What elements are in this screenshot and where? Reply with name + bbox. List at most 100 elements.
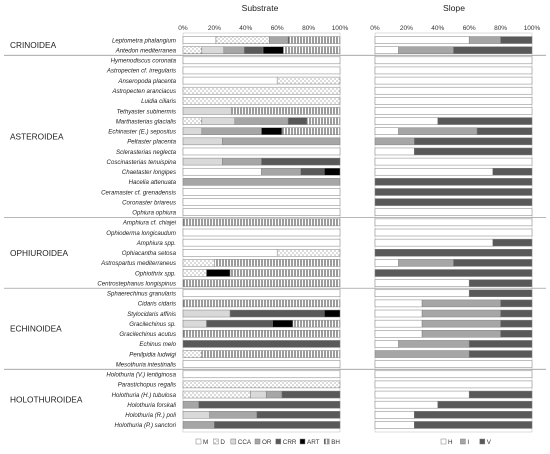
slope-bar-segment — [421, 330, 501, 338]
species-label: Echinaster (E.) sepositus — [108, 129, 176, 136]
substrate-bar-segment — [261, 127, 283, 135]
substrate-bar-segment — [182, 370, 341, 379]
slope-legend-swatch — [440, 438, 447, 445]
slope-bar-segment — [374, 370, 533, 379]
slope-tick-label: 40% — [431, 25, 444, 32]
substrate-bar-segment — [306, 117, 341, 125]
substrate-bar-segment — [281, 127, 341, 135]
slope-bar-segment — [398, 127, 478, 135]
species-label: Amphiura cf. chiajei — [122, 220, 177, 227]
slope-legend-swatch — [460, 438, 466, 445]
substrate-legend-label: BH — [331, 439, 340, 446]
species-label: Sphaerechinus granularis — [107, 291, 176, 298]
substrate-bar-segment — [182, 167, 262, 176]
substrate-bar-segment — [324, 167, 341, 176]
substrate-legend-label: CCA — [238, 439, 252, 446]
substrate-bar-segment — [272, 319, 294, 328]
species-label: Astropecten aranciacus — [111, 88, 176, 95]
slope-bar-segment — [374, 299, 423, 308]
slope-bar-segment — [492, 167, 533, 176]
substrate-bar-segment — [229, 309, 325, 318]
slope-bar-segment — [374, 178, 533, 186]
slope-bar-segment — [374, 330, 423, 338]
species-label: Amphiura spp. — [136, 240, 176, 247]
substrate-bar-segment — [201, 127, 262, 135]
substrate-legend-swatch — [213, 438, 219, 445]
substrate-bar-segment — [206, 269, 231, 277]
substrate-bar-segment — [182, 238, 341, 247]
substrate-legend-label: M — [203, 439, 208, 446]
slope-bar-segment — [468, 289, 533, 298]
species-label: Echinus melo — [139, 341, 176, 348]
slope-legend-swatch — [479, 438, 486, 445]
species-label: Sclerasterias neglecta — [116, 149, 177, 156]
slope-bar-segment — [414, 137, 533, 146]
slope-bar-segment — [374, 36, 470, 44]
species-label: Centrostephanus longispinus — [97, 280, 176, 287]
slope-bar-segment — [374, 188, 533, 196]
slope-bar-segment — [374, 390, 470, 399]
substrate-bar-segment — [182, 66, 341, 75]
substrate-legend-swatch — [275, 438, 282, 445]
substrate-bar-segment — [276, 76, 341, 85]
species-label: Antedon mediterranea — [115, 47, 177, 54]
slope-bar-segment — [453, 46, 533, 54]
slope-bar-segment — [398, 259, 454, 267]
slope-bar-segment — [492, 238, 533, 247]
slope-bar-segment — [374, 208, 533, 216]
slope-bar-segment — [374, 380, 533, 389]
substrate-bar-segment — [256, 411, 341, 419]
substrate-title: Substrate — [242, 3, 279, 13]
slope-bar-segment — [374, 127, 399, 135]
slope-bar-segment — [414, 411, 533, 419]
substrate-tick-label: 100% — [332, 25, 349, 32]
substrate-tick-label: 40% — [239, 25, 252, 32]
substrate-bar-segment — [182, 157, 223, 166]
substrate-legend-label: ART — [307, 439, 320, 446]
substrate-bar-segment — [182, 259, 215, 267]
slope-bar-segment — [374, 107, 533, 115]
substrate-bar-segment — [182, 330, 341, 338]
substrate-bar-segment — [182, 269, 207, 277]
substrate-bar-segment — [182, 309, 231, 318]
slope-bar-segment — [414, 421, 533, 429]
species-label: Ophiothrix spp. — [135, 270, 176, 277]
substrate-bar-segment — [182, 107, 232, 115]
substrate-bar-segment — [182, 36, 217, 44]
substrate-bar-segment — [182, 218, 341, 227]
slope-bar-segment — [374, 76, 533, 85]
substrate-bar-segment — [206, 319, 273, 328]
slope-bar-segment — [414, 147, 533, 156]
substrate-bar-segment — [250, 390, 267, 399]
substrate-legend-swatch — [299, 438, 306, 445]
slope-bar-segment — [468, 340, 533, 348]
substrate-bar-segment — [287, 117, 308, 125]
species-label: Parastichopus regalis — [118, 382, 176, 389]
slope-legend-label: V — [487, 439, 492, 446]
substrate-bar-segment — [324, 309, 341, 318]
slope-bar-segment — [374, 421, 415, 429]
substrate-bar-segment — [182, 380, 341, 389]
group-label: ECHINOIDEA — [10, 324, 62, 334]
slope-bar-segment — [500, 330, 533, 338]
substrate-bar-segment — [222, 157, 262, 166]
slope-bar-segment — [398, 340, 470, 348]
slope-bar-segment — [500, 309, 533, 318]
slope-tick-label: 60% — [463, 25, 476, 32]
substrate-tick-label: 0% — [178, 25, 188, 32]
substrate-bar-segment — [292, 319, 341, 328]
substrate-bar-segment — [182, 319, 207, 328]
substrate-bar-segment — [276, 249, 341, 257]
substrate-bar-segment — [287, 36, 341, 44]
species-label: Tethyaster subinermis — [117, 108, 176, 115]
slope-bar-segment — [374, 289, 470, 298]
species-label: Cidaris cidaris — [138, 301, 176, 308]
bars-slope — [374, 36, 533, 429]
slope-bar-segment — [374, 309, 423, 318]
substrate-bar-segment — [182, 299, 341, 308]
slope-legend-label: I — [467, 439, 469, 446]
substrate-tick-label: 80% — [302, 25, 315, 32]
substrate-bar-segment — [243, 46, 264, 54]
substrate-bar-segment — [182, 76, 278, 85]
